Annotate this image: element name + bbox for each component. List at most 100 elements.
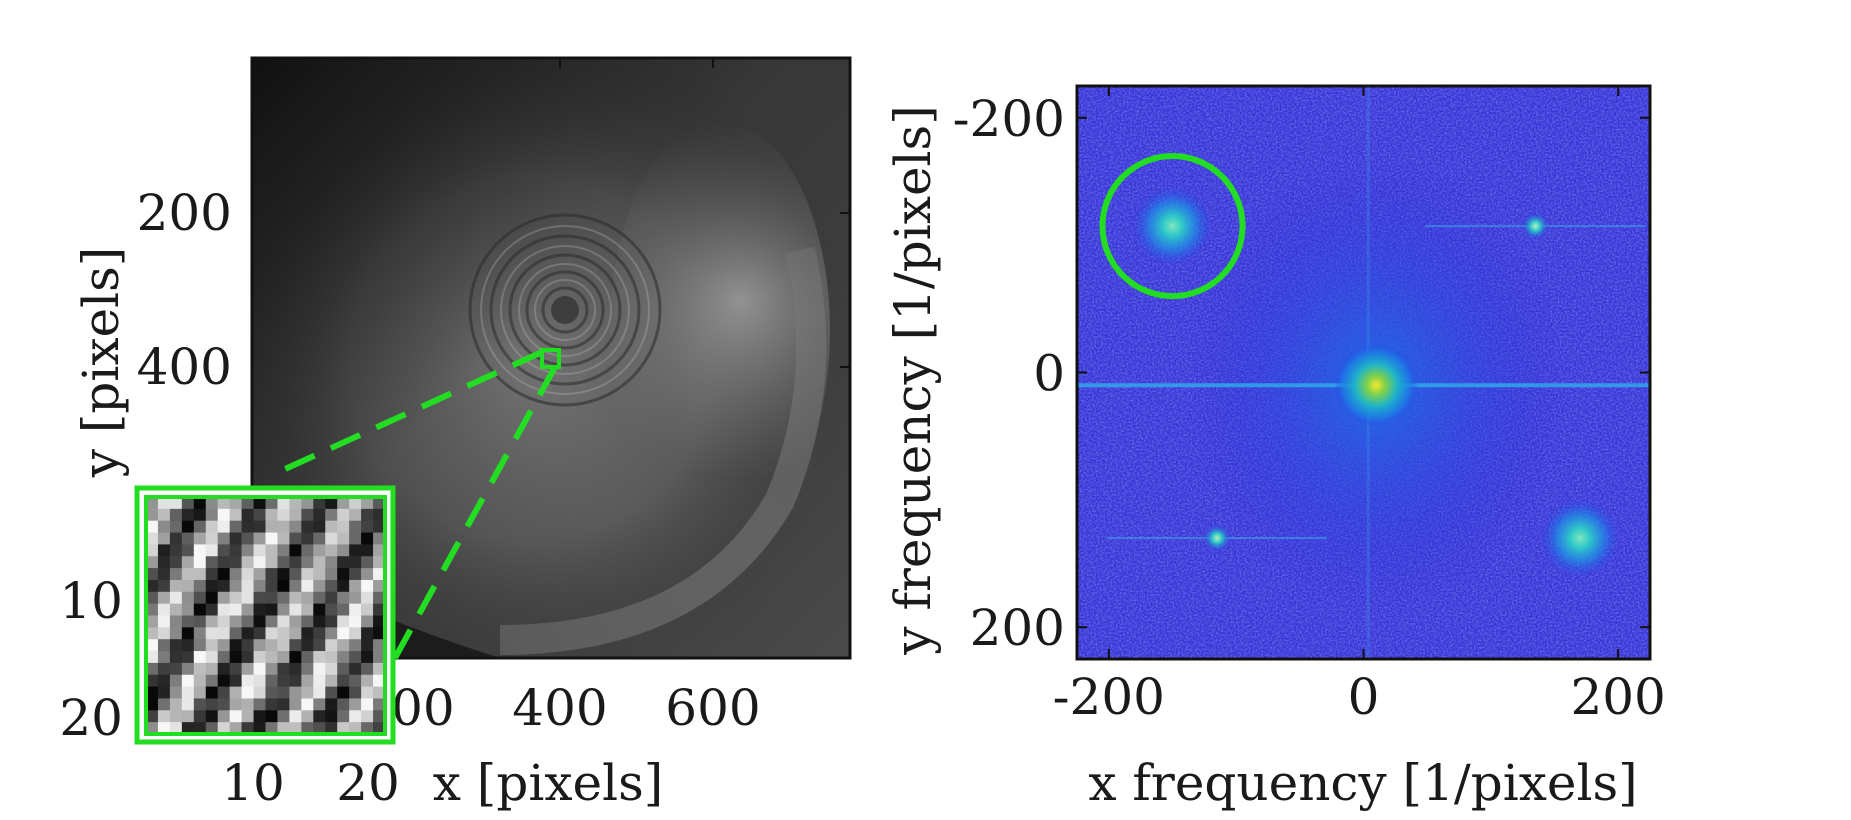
inset-pixel	[373, 662, 386, 676]
inset-pixel	[349, 591, 362, 605]
inset-pixel	[181, 722, 195, 735]
inset-pixel	[265, 568, 279, 581]
inset-pixel	[301, 532, 314, 545]
inset-pixel	[146, 615, 159, 628]
inset-pixel	[301, 497, 314, 510]
inset-pixel	[337, 615, 350, 628]
inset-pixel	[337, 497, 350, 510]
inset-pixel	[361, 615, 374, 628]
inset-pixel	[146, 710, 159, 723]
inset-pixel	[313, 651, 326, 664]
right-ytick-label: -200	[953, 90, 1065, 148]
inset-pixel	[265, 556, 279, 569]
inset-pixel	[217, 497, 231, 510]
inset-pixel	[325, 710, 338, 723]
inset-pixel	[373, 674, 386, 688]
inset-pixel	[361, 497, 374, 510]
inset-pixel	[301, 639, 314, 652]
inset-pixel	[349, 662, 362, 676]
inset-pixel	[229, 497, 243, 510]
inset-pixel	[361, 579, 374, 593]
inset-pixel	[301, 662, 314, 676]
inset-pixel	[277, 686, 290, 700]
inset-pixel	[325, 603, 338, 617]
inset-pixel	[361, 651, 374, 664]
inset-pixel	[241, 674, 255, 688]
inset-pixel	[169, 710, 183, 723]
inset-pixel	[157, 556, 171, 569]
inset-pixel	[349, 556, 362, 569]
inset-pixel	[157, 615, 171, 628]
right-ytick-label: 0	[1033, 345, 1065, 403]
inset-pixel	[301, 568, 314, 581]
inset-pixel	[325, 544, 338, 557]
inset-pixel	[337, 520, 350, 534]
inset-pixel	[289, 532, 302, 545]
inset-pixel	[146, 544, 159, 557]
inset-pixel	[181, 544, 195, 557]
inset-pixel	[349, 686, 362, 700]
inset-pixel	[253, 674, 267, 688]
inset-pixel	[205, 556, 219, 569]
inset-pixel	[169, 627, 183, 640]
inset-pixel	[193, 520, 207, 534]
inset-pixel	[265, 686, 279, 700]
inset-pixel	[169, 603, 183, 617]
inset-pixel	[277, 532, 290, 545]
inset-pixel	[277, 520, 290, 534]
inset-pixel	[265, 508, 279, 522]
inset-pixel	[253, 710, 267, 723]
inset-pixel	[157, 710, 171, 723]
inset-pixel	[217, 651, 231, 664]
inset-pixel	[361, 532, 374, 545]
inset-pixel	[169, 591, 183, 605]
inset-pixel	[146, 591, 159, 605]
inset-pixel	[217, 674, 231, 688]
inset-pixel	[146, 520, 159, 534]
inset-pixel	[361, 508, 374, 522]
inset-pixel	[205, 674, 219, 688]
inset-pixel	[193, 591, 207, 605]
inset-pixel	[217, 520, 231, 534]
inset-pixel	[313, 722, 326, 735]
inset-pixel	[289, 556, 302, 569]
inset-pixel	[205, 568, 219, 581]
inset-pixel	[325, 662, 338, 676]
inset-pixel	[229, 579, 243, 593]
inset-pixel	[325, 508, 338, 522]
inset-pixel	[157, 662, 171, 676]
inset-pixel	[146, 686, 159, 700]
inset-pixel	[181, 615, 195, 628]
inset-pixel	[265, 674, 279, 688]
inset-pixel	[217, 639, 231, 652]
inset-pixel	[301, 508, 314, 522]
inset-pixel	[337, 710, 350, 723]
inset-pixel	[241, 722, 255, 735]
inset-pixel	[301, 651, 314, 664]
inset-pixel	[277, 627, 290, 640]
inset-pixel	[373, 686, 386, 700]
inset-pixel	[157, 579, 171, 593]
inset-zoom: 10 20 10 20	[59, 485, 400, 812]
inset-pixel	[289, 710, 302, 723]
inset-pixel	[361, 603, 374, 617]
inset-pixel	[181, 603, 195, 617]
right-xtick-label: 0	[1348, 668, 1380, 726]
inset-pixel	[181, 710, 195, 723]
inset-pixel	[146, 722, 159, 735]
inset-pixel	[289, 662, 302, 676]
inset-pixel	[146, 662, 159, 676]
inset-pixel	[146, 556, 159, 569]
inset-pixel	[349, 532, 362, 545]
inset-pixel	[217, 722, 231, 735]
inset-pixel	[277, 698, 290, 711]
inset-pixel	[205, 627, 219, 640]
inset-pixel	[373, 722, 386, 735]
inset-pixel	[265, 722, 279, 735]
inset-pixel	[169, 674, 183, 688]
inset-pixel	[289, 674, 302, 688]
inset-pixel	[289, 686, 302, 700]
inset-pixel	[361, 591, 374, 605]
inset-pixel	[253, 698, 267, 711]
inset-pixel	[253, 615, 267, 628]
